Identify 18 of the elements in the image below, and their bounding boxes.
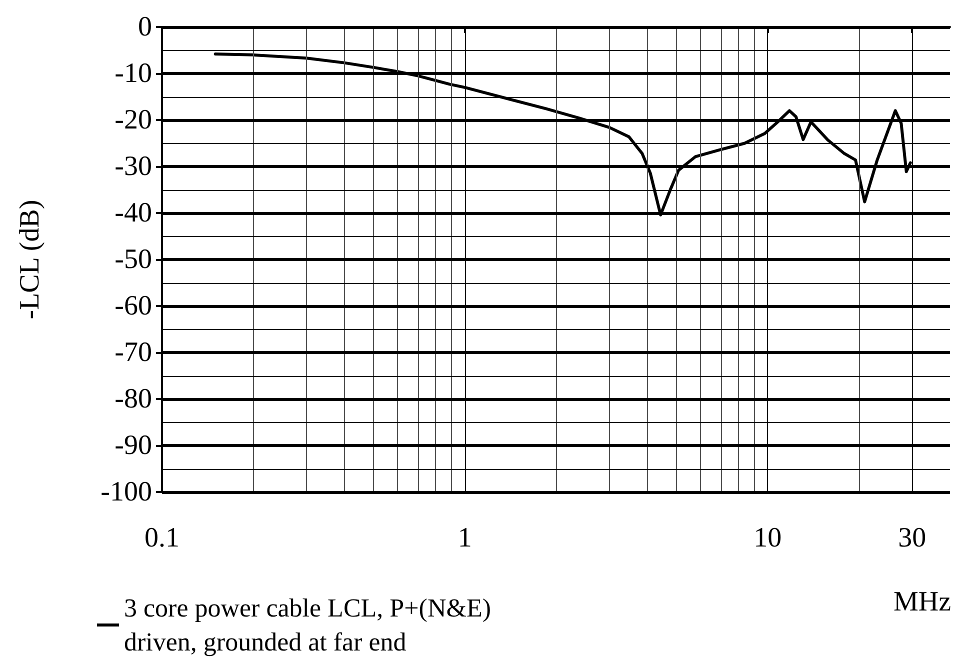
- y-axis-title: -LCL (dB): [14, 200, 46, 320]
- y-tick-label: -30: [114, 151, 152, 182]
- y-tick-label: -40: [114, 198, 152, 228]
- x-axis-title: MHz: [893, 586, 951, 618]
- x-tick-label: 30: [898, 522, 926, 554]
- y-tick-label: -70: [114, 337, 152, 368]
- x-tick-label: 10: [754, 522, 782, 554]
- y-tick-label: -50: [114, 244, 152, 275]
- y-tick-label: -80: [114, 384, 152, 414]
- y-tick-label: 0: [138, 12, 152, 42]
- legend-label: 3 core power cable LCL, P+(N&E) driven, grounded at far end: [124, 594, 498, 656]
- y-tick-label: -90: [114, 430, 152, 461]
- y-tick-label: -10: [114, 58, 152, 89]
- y-tick-label: -60: [114, 290, 152, 322]
- x-tick-label: 0.1: [144, 522, 180, 554]
- y-tick-label: -100: [100, 476, 152, 508]
- x-tick-label: 1: [458, 522, 472, 554]
- y-tick-label: -20: [114, 104, 152, 136]
